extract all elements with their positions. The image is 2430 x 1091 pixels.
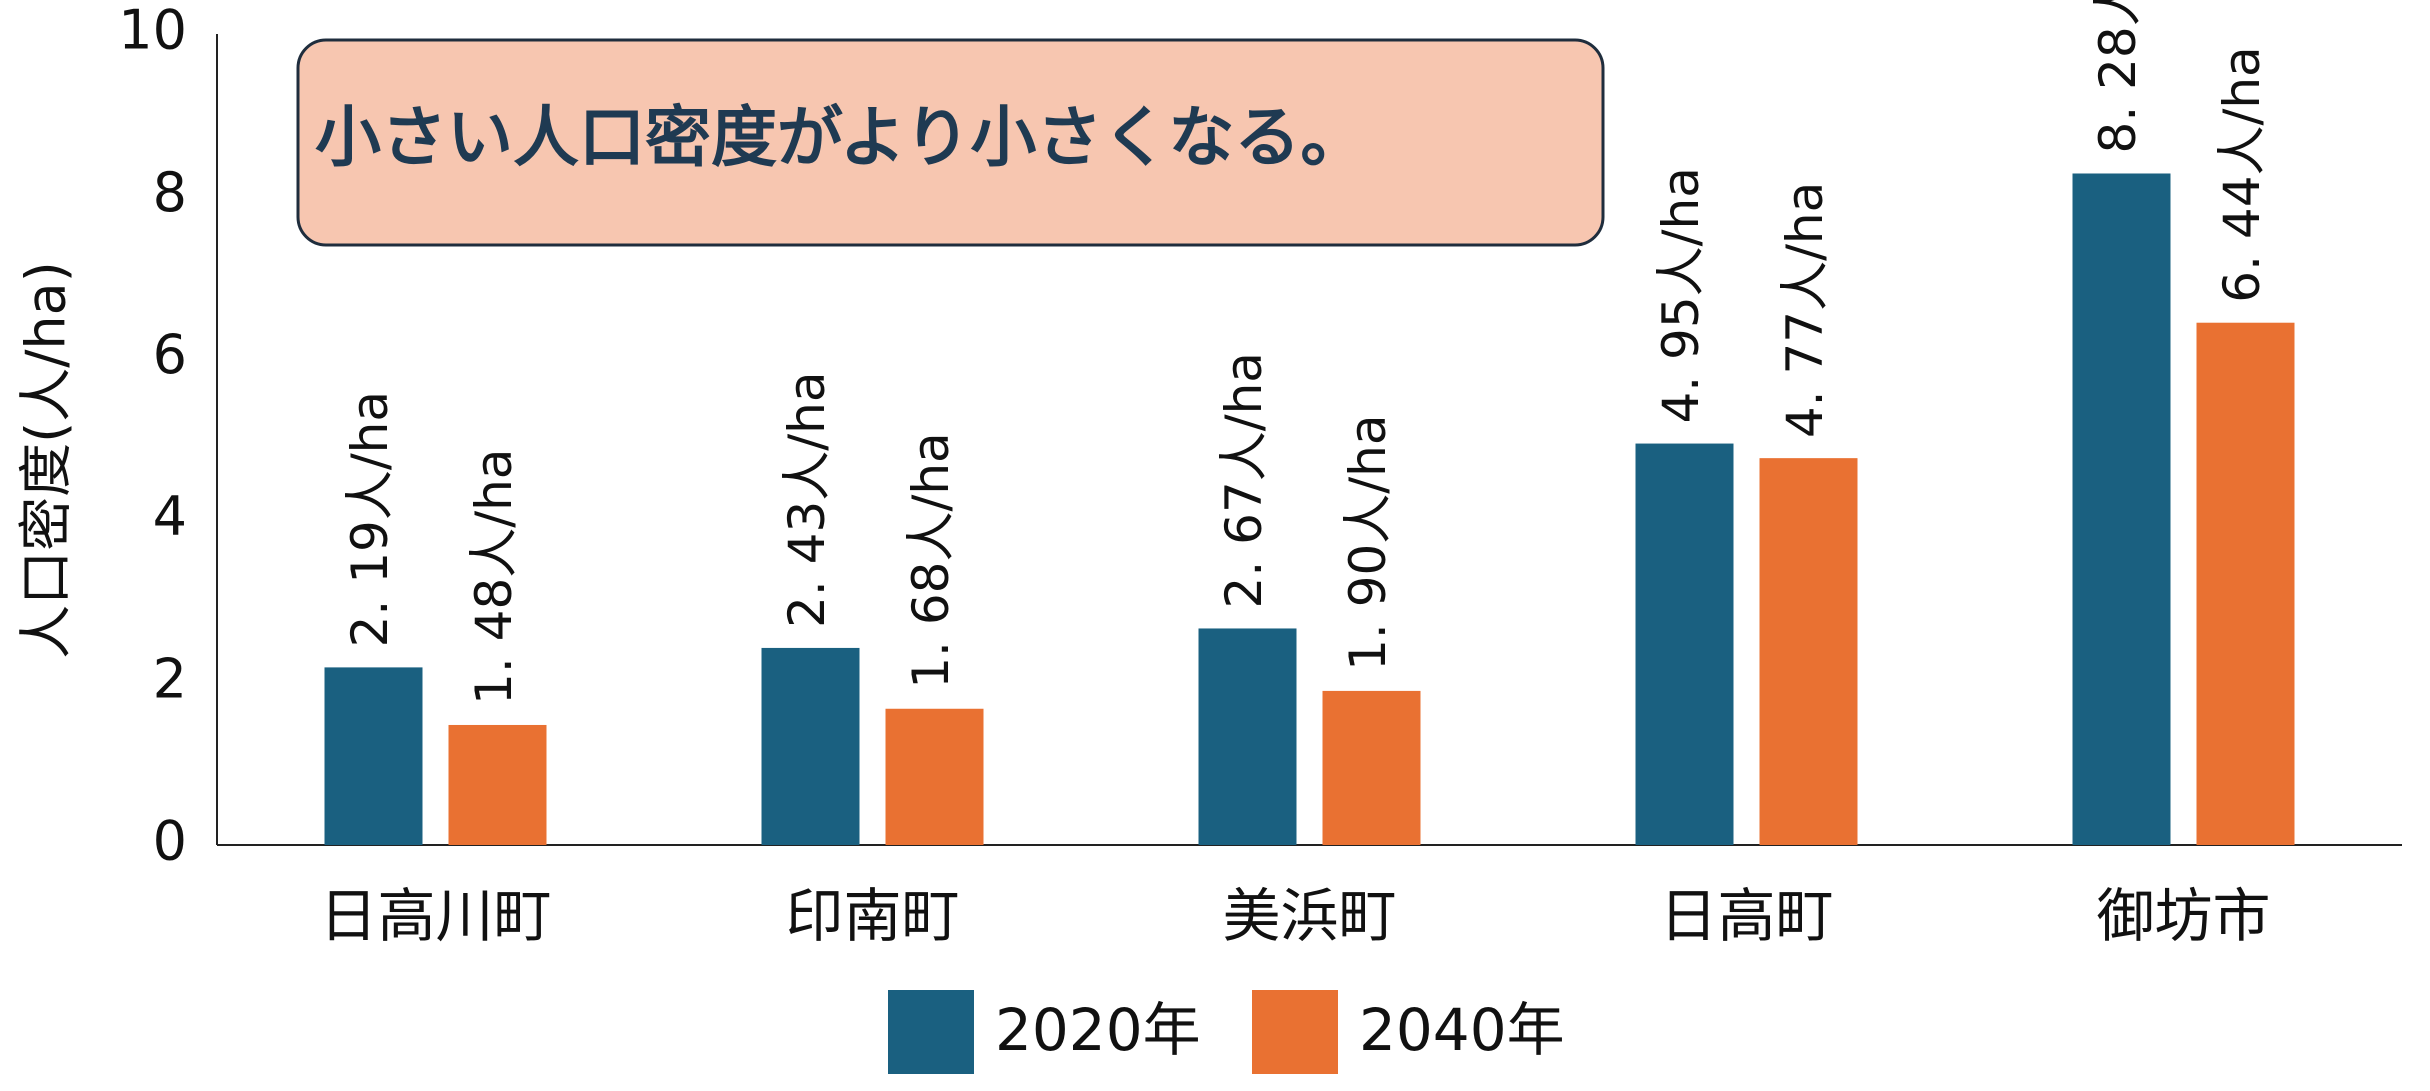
bar [448, 724, 547, 845]
y-tick-label: 4 [153, 485, 187, 548]
value-label: 6. 44人/ha [2213, 46, 2271, 302]
legend-swatch [1252, 990, 1338, 1074]
value-label: 2. 67人/ha [1215, 352, 1273, 608]
value-label: 4. 95人/ha [1652, 167, 1710, 423]
bar [2196, 322, 2295, 845]
bar [761, 647, 860, 845]
value-label: 8. 28人/ha [2089, 0, 2147, 153]
value-label: 1. 48人/ha [465, 449, 523, 705]
y-tick-label: 6 [153, 323, 187, 386]
bar [324, 667, 423, 845]
y-tick-label: 2 [153, 647, 187, 710]
value-label: 2. 19人/ha [341, 391, 399, 647]
bar [885, 708, 984, 845]
x-tick-label: 御坊市 [2096, 882, 2270, 950]
chart-title: 小さい人口密度がより小さくなる。 [315, 99, 1366, 176]
legend-swatch [888, 990, 974, 1074]
bar [1635, 443, 1734, 845]
y-tick-label: 8 [153, 161, 187, 224]
y-tick-label: 10 [118, 0, 187, 62]
value-label: 1. 68人/ha [902, 432, 960, 688]
callout-box [296, 38, 1605, 247]
x-tick-label: 印南町 [785, 882, 959, 950]
bar [1198, 628, 1297, 845]
value-label: 4. 77人/ha [1776, 182, 1834, 438]
bar [1322, 690, 1421, 845]
x-tick-label: 美浜町 [1222, 882, 1396, 950]
x-tick-label: 日高川町 [319, 882, 551, 950]
value-label: 2. 43人/ha [778, 372, 836, 628]
legend-label: 2020年 [995, 996, 1201, 1064]
bar [1759, 458, 1858, 845]
bar [2072, 173, 2171, 845]
y-axis-label: 人口密度(人/ha) [15, 261, 78, 659]
y-tick-label: 0 [153, 810, 187, 873]
legend-label: 2040年 [1359, 996, 1565, 1064]
value-label: 1. 90人/ha [1339, 415, 1397, 671]
x-tick-label: 日高町 [1659, 882, 1833, 950]
